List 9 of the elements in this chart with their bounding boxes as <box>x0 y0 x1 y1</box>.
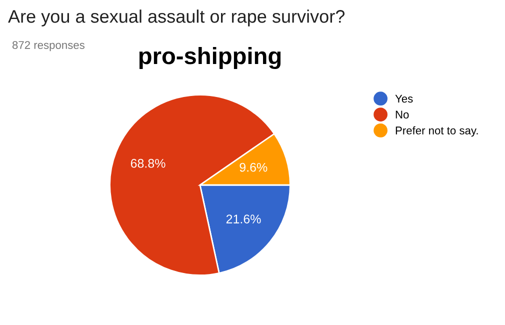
data-label: 68.8% <box>130 158 166 168</box>
text: pro-shipping <box>139 46 281 70</box>
chart-title: Are you a sexual assault or rape survivor? <box>8 10 345 26</box>
data-label: 21.6% <box>226 214 261 224</box>
data-label: 9.6% <box>240 162 268 172</box>
legend-label: Yes <box>395 94 413 103</box>
legend-label: Prefer not to say. <box>396 126 478 137</box>
legend-label: No <box>396 110 409 119</box>
chart-subtitle: 872 responses <box>12 41 84 52</box>
